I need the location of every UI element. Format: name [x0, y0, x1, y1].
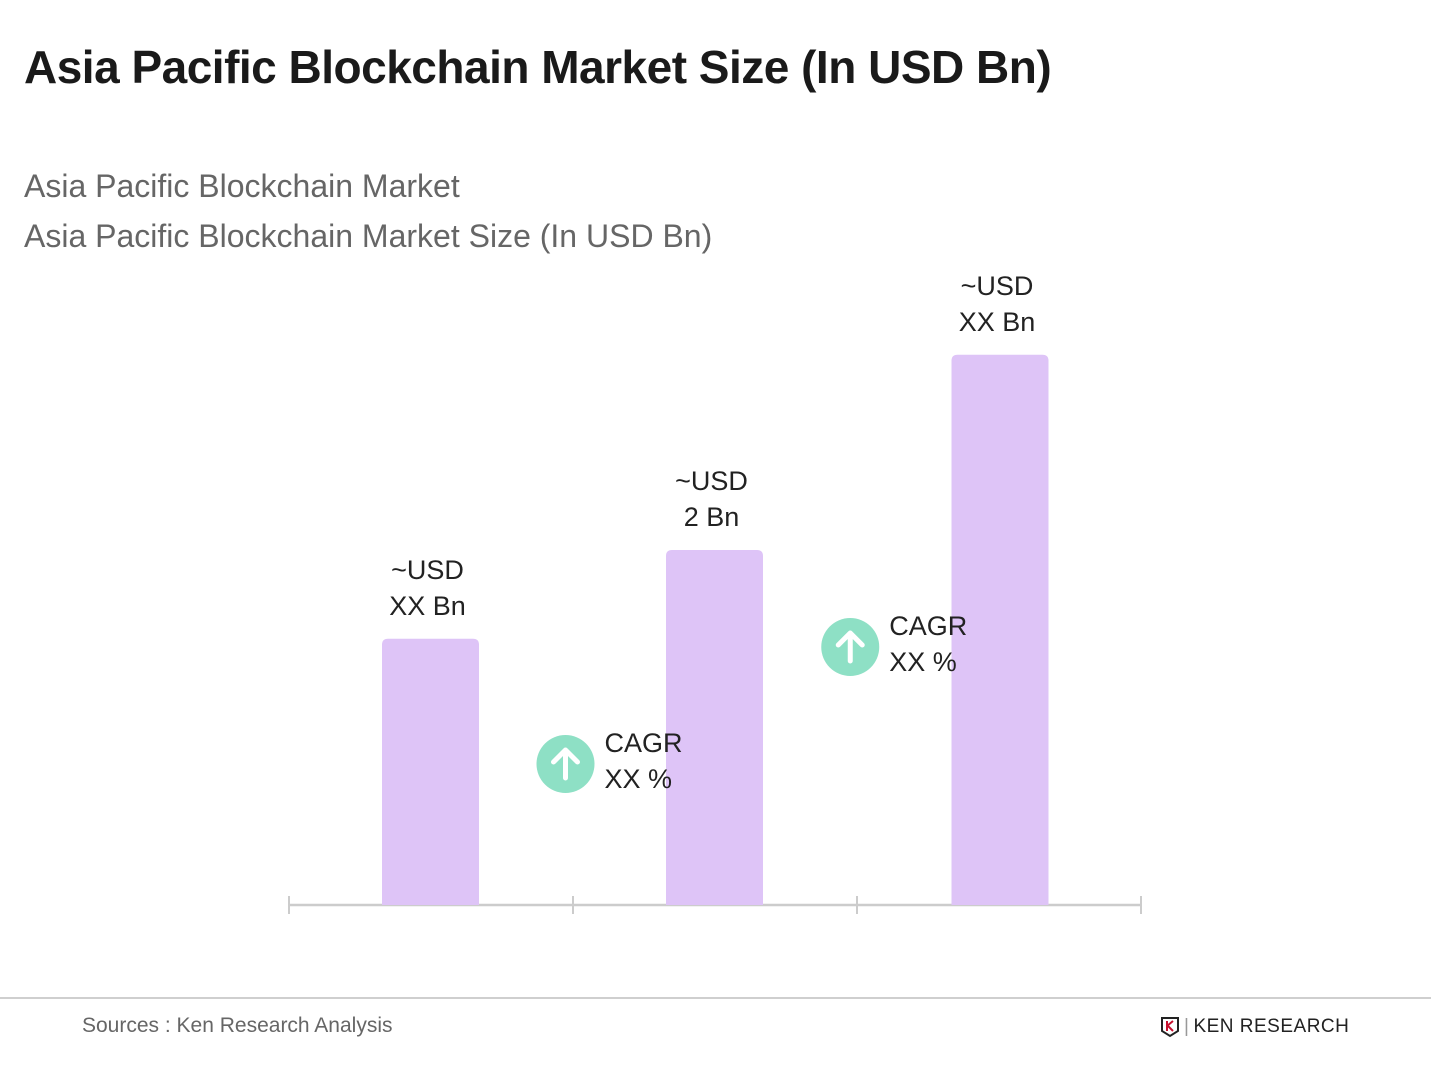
- cagr-value: XX %: [889, 647, 957, 677]
- logo-text: KEN RESEARCH: [1193, 1016, 1350, 1037]
- data-label: ~USD: [961, 271, 1034, 301]
- cagr-label: CAGR: [889, 611, 967, 641]
- data-label: XX Bn: [389, 591, 466, 621]
- ken-research-logo: | KEN RESEARCH: [1160, 1016, 1349, 1038]
- page-title: Asia Pacific Blockchain Market Size (In …: [24, 41, 1052, 93]
- footer-divider: [0, 997, 1431, 999]
- bar: [951, 354, 1049, 905]
- data-label: ~USD: [675, 466, 748, 496]
- data-label: ~USD: [391, 555, 464, 585]
- ken-logo-icon: [1161, 1017, 1179, 1038]
- bar: [382, 638, 479, 905]
- data-label: XX Bn: [959, 307, 1036, 337]
- arrow-up-glyph: [551, 747, 580, 781]
- chart-subtitle-2: Asia Pacific Blockchain Market Size (In …: [24, 218, 713, 254]
- arrow-up-glyph: [835, 630, 865, 664]
- source-note: Sources : Ken Research Analysis: [82, 1014, 393, 1037]
- cagr-value: XX %: [605, 764, 673, 794]
- cagr-label: CAGR: [605, 728, 683, 758]
- chart-subtitle: Asia Pacific Blockchain Market: [24, 168, 460, 204]
- bar: [666, 550, 763, 905]
- data-label: 2 Bn: [684, 502, 740, 532]
